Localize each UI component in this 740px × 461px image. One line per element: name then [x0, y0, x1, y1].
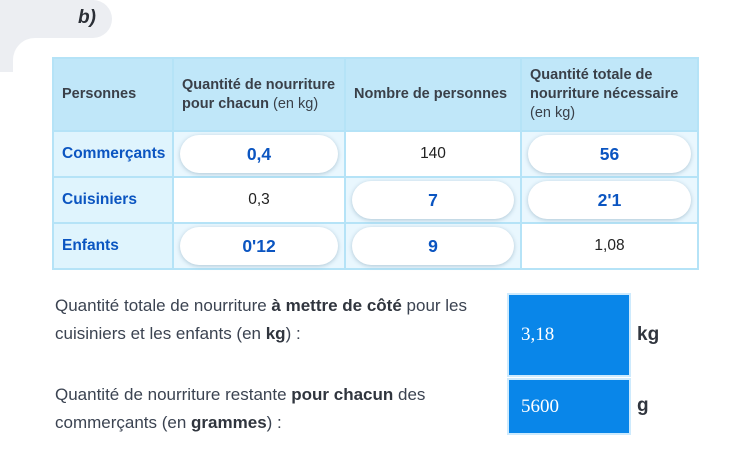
question-text-bold: kg: [265, 324, 286, 343]
cell-enfants-total: 1,08: [522, 224, 697, 268]
question-restante-par-commercant: Quantité de nourriture restante pour cha…: [55, 381, 510, 437]
column-header-quantite-totale: Quantité totale de nourriture nécessaire…: [522, 59, 697, 130]
question-text: Quantité totale de nourriture: [55, 296, 272, 315]
column-header-personnes: Personnes: [54, 59, 172, 130]
cell-cuisiniers-total: 2'1: [522, 178, 697, 222]
answer-input-enfants-nombre[interactable]: 9: [352, 227, 514, 265]
row-label-enfants: Enfants: [54, 224, 172, 268]
column-header-nombre-personnes: Nombre de personnes: [346, 59, 520, 130]
answer-input-cuisiniers-total[interactable]: 2'1: [528, 181, 691, 219]
cell-cuisiniers-nombre: 7: [346, 178, 520, 222]
question-text: des commerçants (en: [55, 385, 426, 432]
row-label-cuisiniers: Cuisiniers: [54, 178, 172, 222]
answer-input-enfants-quantite[interactable]: 0'12: [180, 227, 338, 265]
header-unit: (en kg): [269, 95, 319, 112]
row-label-commercants: Commerçants: [54, 132, 172, 176]
cell-cuisiniers-quantite: 0,3: [174, 178, 344, 222]
question-text-bold: grammes: [191, 413, 267, 432]
unit-label-g: g: [637, 395, 649, 416]
cell-commercants-nombre: 140: [346, 132, 520, 176]
section-tab: [0, 0, 112, 38]
answer-input-commercants-quantite[interactable]: 0,4: [180, 135, 338, 173]
question-text-bold: pour chacun: [291, 385, 394, 404]
question-text: pour les cuisiniers et les enfants (en: [55, 296, 468, 343]
section-label: b): [78, 7, 96, 28]
question-text-bold: à mettre de côté: [271, 296, 402, 315]
question-text: Quantité de nourriture restante: [55, 385, 292, 404]
cell-commercants-total: 56: [522, 132, 697, 176]
header-label: Nombre de personnes: [354, 86, 508, 102]
answer-input-total-kg[interactable]: 3,18: [507, 293, 631, 377]
header-label: Personnes: [62, 86, 137, 102]
header-unit: (en kg): [530, 105, 576, 121]
exercise-panel: Personnes Quantité de nourriture pour ch…: [13, 38, 740, 461]
cell-enfants-nombre: 9: [346, 224, 520, 268]
unit-label-kg: kg: [637, 324, 660, 345]
answer-input-commercants-total[interactable]: 56: [528, 135, 691, 173]
answer-input-restante-g[interactable]: 5600: [507, 378, 631, 435]
column-header-quantite-chacun: Quantité de nourriture pour chacun (en k…: [174, 59, 344, 130]
food-quantity-table: Personnes Quantité de nourriture pour ch…: [52, 57, 699, 270]
question-total-a-mettre-de-cote: Quantité totale de nourriture à mettre d…: [55, 292, 510, 348]
header-label: Quantité de nourriture pour chacun: [182, 76, 336, 112]
question-text: ) :: [285, 324, 301, 343]
cell-enfants-quantite: 0'12: [174, 224, 344, 268]
answer-input-cuisiniers-nombre[interactable]: 7: [352, 181, 514, 219]
cell-commercants-quantite: 0,4: [174, 132, 344, 176]
header-label: Quantité totale de nourriture nécessaire: [530, 67, 679, 102]
question-text: ) :: [266, 413, 282, 432]
